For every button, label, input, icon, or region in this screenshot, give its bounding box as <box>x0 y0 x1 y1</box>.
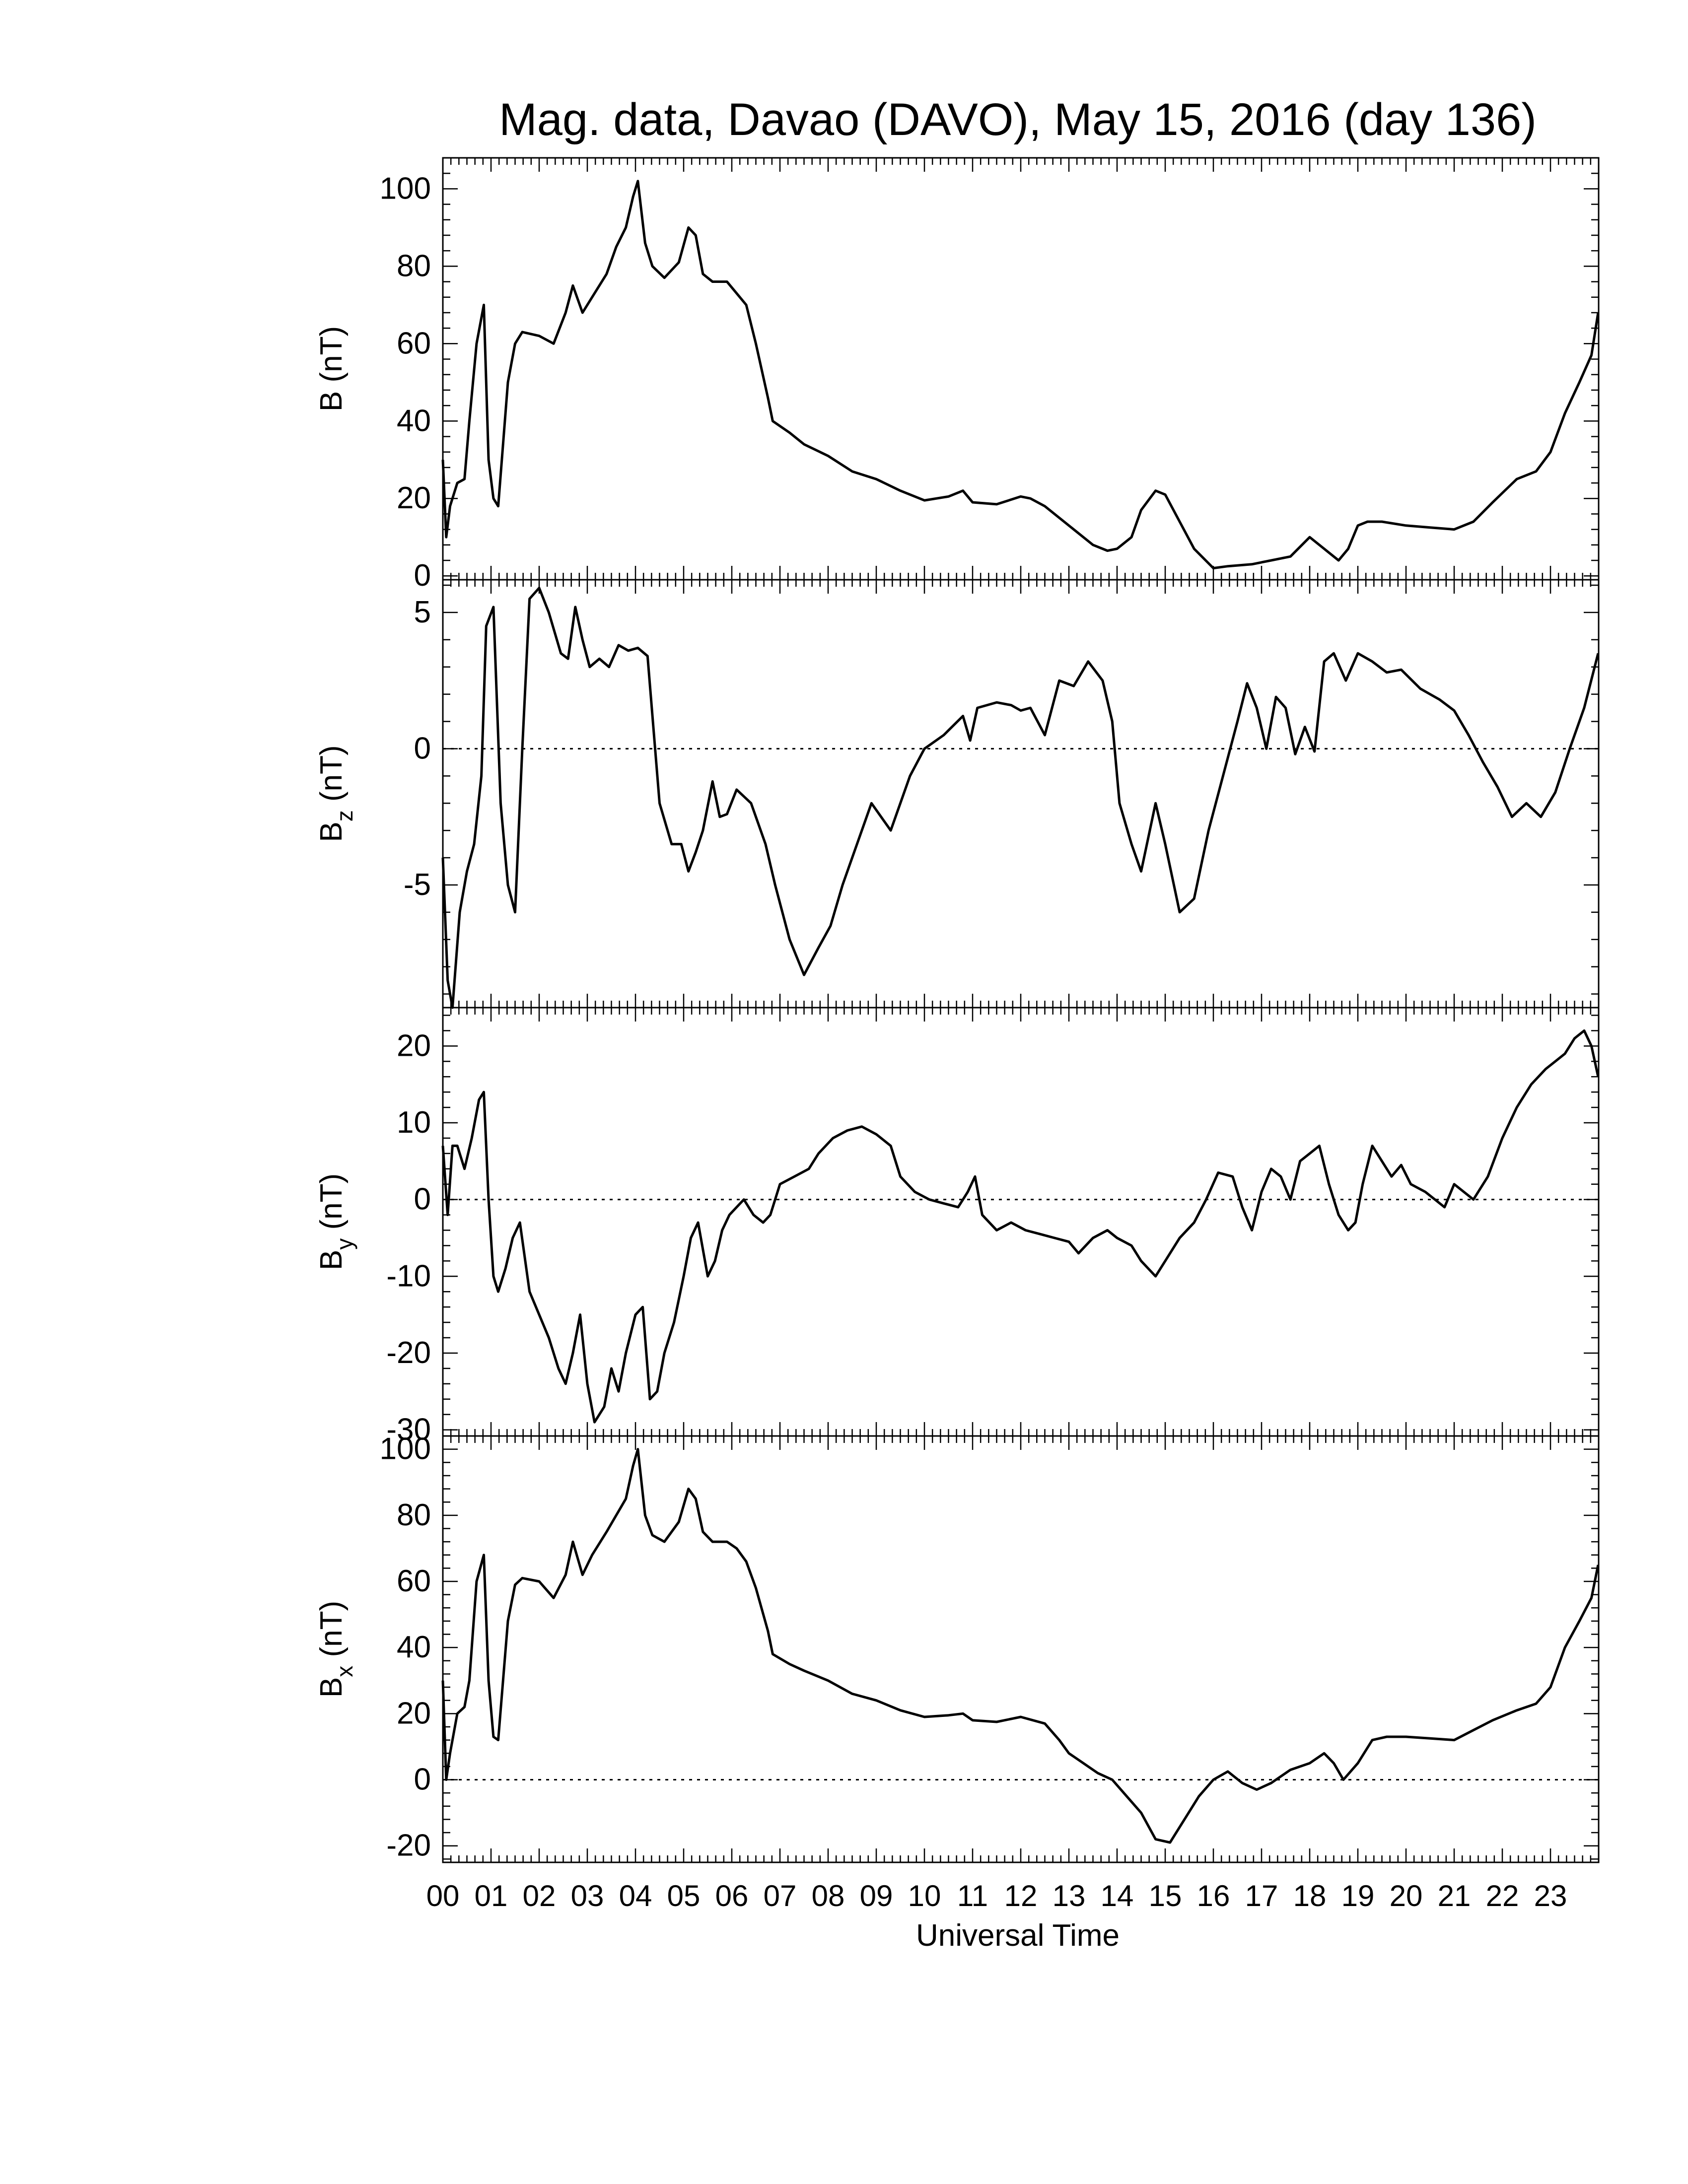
y-tick-label: 100 <box>380 171 431 205</box>
y-tick-label: 0 <box>414 1182 431 1217</box>
x-tick-label: 09 <box>860 1879 893 1912</box>
x-tick-label: 04 <box>619 1879 652 1912</box>
x-tick-label: 23 <box>1534 1879 1567 1912</box>
x-tick-label: 06 <box>715 1879 749 1912</box>
y-axis-label: B (nT) <box>314 326 349 411</box>
x-tick-labels: 00 01 02 03 04 05 06 07 08 09 10 11 12 13 14 15 16 17 18 19… <box>426 1879 1567 1912</box>
x-tick-label: 03 <box>571 1879 604 1912</box>
y-tick-label: -20 <box>386 1336 431 1370</box>
x-tick-label: 17 <box>1245 1879 1278 1912</box>
y-tick-label: 10 <box>397 1105 431 1140</box>
panel-2: -5 0 5 Bz (nT) <box>314 579 1600 1009</box>
y-tick-label: 80 <box>397 1498 431 1532</box>
y-tick-label: 20 <box>397 481 431 515</box>
x-tick-label: 21 <box>1438 1879 1471 1912</box>
y-tick-label: 0 <box>414 558 431 593</box>
y-tick-label: 60 <box>397 326 431 360</box>
panel-3: -30 -20 -10 0 10 20 By (nT) <box>314 1007 1600 1447</box>
y-axis-label: Bx (nT) <box>314 1601 357 1698</box>
plot-frame <box>442 579 1600 1009</box>
x-tick-label: 00 <box>426 1879 460 1912</box>
plot-frame <box>442 1007 1600 1437</box>
x-tick-label: 22 <box>1486 1879 1519 1912</box>
x-tick-label: 02 <box>523 1879 556 1912</box>
x-tick-label: 08 <box>812 1879 845 1912</box>
panel-1: 0 20 40 60 80 100 B (nT) <box>314 157 1600 593</box>
series-line <box>441 1448 1600 1844</box>
y-tick-label: 100 <box>380 1432 431 1466</box>
y-tick-label: 40 <box>397 1630 431 1664</box>
y-tick-label: -5 <box>404 868 431 902</box>
x-tick-label: 12 <box>1004 1879 1038 1912</box>
x-tick-label: 13 <box>1053 1879 1086 1912</box>
y-tick-label: 20 <box>397 1028 431 1063</box>
x-tick-label: 01 <box>475 1879 508 1912</box>
y-tick-label: -30 <box>386 1413 431 1447</box>
plot-frame <box>442 1435 1600 1863</box>
x-tick-label: 05 <box>667 1879 701 1912</box>
y-tick-label: 5 <box>414 595 431 629</box>
x-tick-label: 11 <box>957 1879 988 1912</box>
x-tick-label: 20 <box>1390 1879 1423 1912</box>
x-tick-label: 10 <box>908 1879 941 1912</box>
panel-4: -20 0 20 40 60 80 100 Bx (nT) <box>314 1432 1600 1863</box>
series-line <box>441 1029 1600 1424</box>
y-tick-label: 0 <box>414 731 431 765</box>
x-tick-label: 18 <box>1293 1879 1327 1912</box>
chart-title: Mag. data, Davao (DAVO), May 15, 2016 (d… <box>499 94 1537 145</box>
y-axis-label: Bz (nT) <box>314 745 357 842</box>
x-tick-label: 14 <box>1101 1879 1134 1912</box>
x-tick-label: 07 <box>764 1879 797 1912</box>
y-tick-label: 20 <box>397 1696 431 1730</box>
x-tick-label: 15 <box>1149 1879 1182 1912</box>
y-tick-label: 0 <box>414 1763 431 1797</box>
y-axis-label: By (nT) <box>314 1173 357 1270</box>
y-tick-label: 40 <box>397 404 431 438</box>
x-tick-label: 16 <box>1197 1879 1230 1912</box>
x-axis-label: Universal Time <box>916 1918 1120 1953</box>
y-tick-label: 80 <box>397 249 431 283</box>
y-tick-label: 60 <box>397 1564 431 1598</box>
plot-frame <box>442 157 1600 581</box>
series-line <box>441 587 1600 1009</box>
series-line <box>441 180 1600 570</box>
y-tick-label: -20 <box>386 1829 431 1863</box>
x-tick-label: 19 <box>1341 1879 1375 1912</box>
y-tick-label: -10 <box>386 1259 431 1293</box>
